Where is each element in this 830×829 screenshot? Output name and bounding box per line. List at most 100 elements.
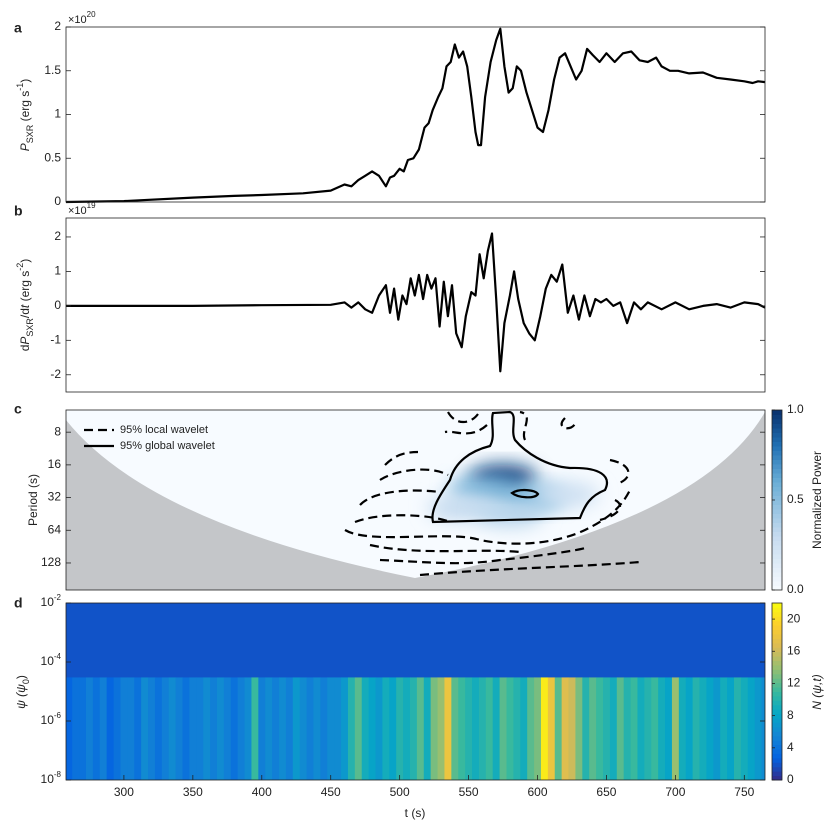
heatmap-column (582, 677, 590, 780)
colorbar-cell (772, 410, 782, 415)
heatmap-column (368, 677, 376, 780)
heatmap-column (609, 677, 618, 780)
heatmap-column (347, 677, 356, 780)
tick-label: 0.5 (787, 492, 804, 506)
heatmap-column (437, 677, 445, 780)
colorbar-cell (772, 477, 782, 483)
axis-box (65, 602, 766, 781)
colorbar-cell (772, 695, 782, 701)
heatmap-column (182, 677, 190, 780)
tick-label-power: -6 (54, 711, 62, 720)
heatmap-column (299, 677, 307, 780)
tick-label: 1.5 (44, 63, 61, 77)
colorbar-cell (772, 638, 782, 644)
tick-label-power: -2 (54, 593, 62, 602)
colorbar-cell (772, 585, 782, 591)
tick-label: 12 (787, 676, 801, 690)
label-part: SXR (25, 124, 35, 143)
tick-label: 0 (54, 194, 61, 208)
x-axis-label: t (s) (405, 806, 426, 820)
colorbar-cell (772, 762, 782, 768)
y-axis-label: PSXR (erg s-1) (15, 79, 35, 152)
heatmap-column (148, 677, 156, 780)
heatmap-column (699, 677, 707, 780)
heatmap-column (161, 677, 170, 780)
heatmap-column (189, 677, 197, 780)
heatmap-column (630, 677, 638, 780)
tick-label-base: 10 (41, 595, 55, 609)
heatmap-column (203, 677, 211, 780)
contour (447, 411, 479, 424)
heatmap-column (423, 677, 432, 780)
exponent-base: ×10 (68, 205, 87, 217)
panel-letter: b (14, 203, 23, 219)
heatmap-column (382, 677, 390, 780)
contour (444, 424, 488, 435)
heatmap-column (527, 677, 535, 780)
heatmap-column (127, 677, 135, 780)
x-tick-label: 500 (390, 785, 410, 799)
colorbar-cell (772, 620, 782, 626)
heatmap-column (66, 677, 73, 780)
x-tick-label: 750 (734, 785, 754, 799)
heatmap-column (375, 677, 383, 780)
colorbar-cell (772, 775, 782, 781)
heatmap-column (354, 677, 363, 780)
heatmap-column (79, 677, 87, 780)
colorbar-cell (772, 441, 782, 447)
heatmap-column (575, 677, 583, 780)
colorbar-cell (772, 522, 782, 528)
tick-label: -1 (50, 332, 61, 346)
y-axis-label: ψ (ψ0) (14, 675, 31, 709)
tick-label-base: 10 (41, 713, 55, 727)
heatmap-column (265, 677, 273, 780)
heatmap-column (499, 677, 507, 780)
heatmap-column (506, 677, 514, 780)
tick-label: 8 (787, 708, 794, 722)
heatmap-column (478, 677, 487, 780)
colorbar-cell (772, 423, 782, 429)
heatmap-column (665, 677, 673, 780)
colorbar-cell (772, 647, 782, 653)
heatmap-column (740, 677, 749, 780)
x-tick-label: 650 (596, 785, 616, 799)
colorbar-cell (772, 664, 782, 670)
heatmap-column (396, 677, 404, 780)
colorbar-cell (772, 464, 782, 469)
heatmap-column (251, 677, 259, 780)
colorbar-cell (772, 704, 782, 710)
colorbar-cell (772, 572, 782, 577)
tick-label: 128 (41, 555, 61, 569)
axis-box (65, 217, 766, 393)
heatmap-column (492, 677, 501, 780)
heatmap-column (154, 677, 163, 780)
contour (431, 410, 608, 524)
data-line (65, 27, 766, 204)
colorbar-cell (772, 459, 782, 465)
heatmap-column (451, 677, 459, 780)
tick-label: 1.0 (787, 402, 804, 416)
colorbar-cell (772, 567, 782, 573)
colorbar-cell (772, 757, 782, 763)
heatmap-column (113, 677, 121, 780)
heatmap-column (279, 677, 287, 780)
heatmap-column (416, 677, 425, 780)
colorbar-cell (772, 531, 782, 537)
contour (419, 560, 641, 577)
colorbar-cell (772, 468, 782, 474)
colorbar-cell (772, 753, 782, 759)
colorbar-cell (772, 718, 782, 723)
colorbar-cell (772, 709, 782, 715)
colorbar-cell (772, 656, 782, 662)
heatmap-column (644, 677, 652, 780)
tick-label: 2 (54, 229, 61, 243)
label-part: ) (14, 675, 28, 679)
colorbar-cell (772, 603, 782, 608)
heatmap-column (465, 677, 473, 780)
heatmap-column (568, 677, 576, 780)
tick-label: 32 (48, 490, 62, 504)
heatmap-column (472, 677, 480, 780)
heatmap-column (196, 677, 204, 780)
cone-of-influence (66, 412, 765, 590)
